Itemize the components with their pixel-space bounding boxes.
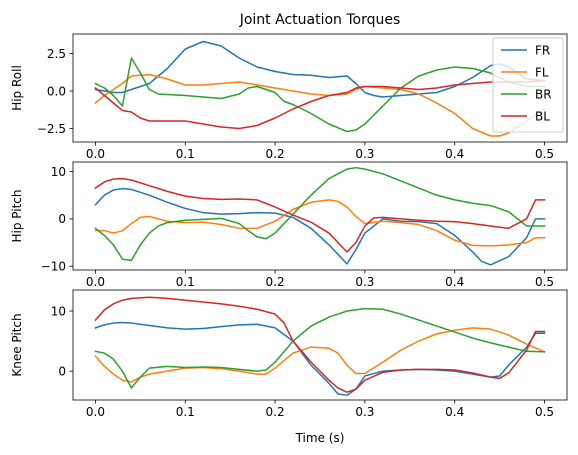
axes-frame bbox=[72, 289, 568, 401]
y-tick-label: 0 bbox=[58, 364, 66, 378]
chart-title: Joint Actuation Torques bbox=[239, 12, 401, 28]
x-tick-label: 0.0 bbox=[86, 275, 105, 289]
y-axis-label: Hip Roll bbox=[10, 65, 24, 111]
y-tick-label: 10 bbox=[51, 304, 66, 318]
series-line-bl-knee-pitch bbox=[94, 296, 546, 393]
axes-frame bbox=[72, 161, 568, 271]
x-tick-label: 0.1 bbox=[176, 147, 195, 161]
x-tick-label: 0.2 bbox=[266, 147, 285, 161]
x-tick-label: 0.4 bbox=[445, 275, 464, 289]
series-line-fr-hip-pitch bbox=[94, 187, 546, 266]
legend-label-fr: FR bbox=[535, 44, 550, 58]
y-tick-label: −10 bbox=[41, 260, 66, 274]
axes-frame bbox=[72, 33, 568, 143]
x-tick-label: 0.4 bbox=[445, 147, 464, 161]
legend-label-fl: FL bbox=[535, 66, 549, 80]
legend: FR FL BR BL bbox=[492, 37, 564, 133]
series-line-br-knee-pitch bbox=[94, 307, 546, 389]
series-line-br-hip-roll bbox=[94, 57, 546, 133]
x-tick-label: 0.5 bbox=[535, 275, 554, 289]
y-axis-label: Hip Pitch bbox=[10, 189, 24, 242]
y-tick-label: 0 bbox=[58, 212, 66, 226]
x-tick-label: 0.2 bbox=[266, 405, 285, 419]
subplot-hip-pitch: 0.0 0.1 0.2 0.3 0.4 0.5 −10 0 10 Hip Pitch bbox=[10, 161, 568, 289]
x-tick-label: 0.3 bbox=[355, 147, 374, 161]
legend-label-br: BR bbox=[535, 88, 552, 102]
x-tick-label: 0.5 bbox=[535, 147, 554, 161]
y-tick-label: 0.0 bbox=[47, 84, 66, 98]
series-line-fl-hip-pitch bbox=[94, 199, 546, 247]
y-tick-label: 2.5 bbox=[47, 47, 66, 61]
x-tick-label: 0.0 bbox=[86, 405, 105, 419]
series-line-fr-knee-pitch bbox=[94, 321, 546, 396]
x-tick-label: 0.4 bbox=[445, 405, 464, 419]
y-tick-label: 10 bbox=[51, 165, 66, 179]
x-tick-label: 0.3 bbox=[355, 405, 374, 419]
x-tick-label: 0.2 bbox=[266, 275, 285, 289]
y-axis-label: Knee Pitch bbox=[10, 313, 24, 376]
x-tick-label: 0.0 bbox=[86, 147, 105, 161]
x-tick-label: 0.1 bbox=[176, 405, 195, 419]
series-line-br-hip-pitch bbox=[94, 166, 546, 262]
x-tick-label: 0.1 bbox=[176, 275, 195, 289]
subplot-hip-roll: 0.0 0.1 0.2 0.3 0.4 0.5 −2.5 0.0 2.5 Hip Roll bbox=[10, 33, 568, 161]
x-tick-label: 0.3 bbox=[355, 275, 374, 289]
series-line-fl-hip-roll bbox=[94, 73, 546, 137]
x-axis-label: Time (s) bbox=[295, 431, 345, 445]
series-line-fr-hip-roll bbox=[94, 40, 546, 98]
y-tick-label: −2.5 bbox=[37, 122, 66, 136]
legend-label-bl: BL bbox=[535, 110, 550, 124]
series-line-bl-hip-pitch bbox=[94, 177, 546, 253]
legend-frame bbox=[492, 37, 564, 133]
subplot-knee-pitch: 0.0 0.1 0.2 0.3 0.4 0.5 0 10 Knee Pitch bbox=[10, 289, 568, 419]
x-tick-label: 0.5 bbox=[535, 405, 554, 419]
series-line-bl-hip-roll bbox=[94, 79, 546, 130]
